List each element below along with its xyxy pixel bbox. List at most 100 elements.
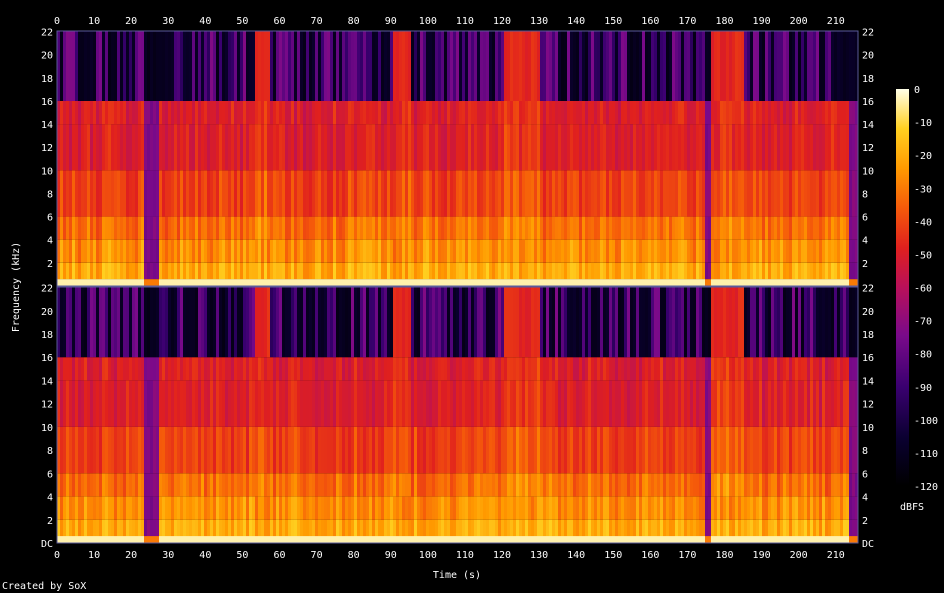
spectrogram-cell	[351, 31, 354, 101]
spectrogram-cell	[270, 31, 273, 101]
spectrogram-cell	[762, 357, 765, 381]
spectrogram-cell	[480, 536, 483, 543]
spectrogram-cell	[171, 287, 174, 358]
spectrogram-cell	[777, 101, 780, 125]
spectrogram-cell	[504, 279, 507, 286]
spectrogram-cell	[483, 519, 486, 537]
spectrogram-cell	[264, 357, 267, 381]
spectrogram-cell	[771, 496, 774, 520]
spectrogram-cell	[87, 426, 90, 474]
spectrogram-cell	[192, 473, 195, 497]
spectrogram-cell	[747, 170, 750, 217]
spectrogram-cell	[183, 380, 186, 427]
spectrogram-cell	[624, 216, 627, 240]
spectrogram-cell	[471, 536, 474, 543]
spectrogram-cell	[135, 124, 138, 171]
spectrogram-cell	[444, 287, 447, 358]
spectrogram-cell	[339, 124, 342, 171]
spectrogram-cell	[309, 101, 312, 125]
spectrogram-cell	[447, 216, 450, 240]
spectrogram-cell	[153, 473, 156, 497]
spectrogram-cell	[411, 519, 414, 537]
spectrogram-cell	[741, 216, 744, 240]
spectrogram-cell	[549, 262, 552, 280]
x-tick-label-top: 70	[311, 16, 323, 27]
spectrogram-cell	[78, 357, 81, 381]
spectrogram-cell	[504, 473, 507, 497]
spectrogram-cell	[693, 496, 696, 520]
spectrogram-cell	[645, 31, 648, 101]
spectrogram-cell	[360, 536, 363, 543]
spectrogram-cell	[162, 519, 165, 537]
spectrogram-cell	[771, 101, 774, 125]
spectrogram-cell	[72, 216, 75, 240]
spectrogram-cell	[771, 357, 774, 381]
spectrogram-cell	[660, 473, 663, 497]
spectrogram-cell	[789, 473, 792, 497]
spectrogram-cell	[444, 519, 447, 537]
spectrogram-cell	[627, 426, 630, 474]
spectrogram-cell	[510, 279, 513, 286]
spectrogram-cell	[219, 279, 222, 286]
spectrogram-cell	[141, 239, 144, 263]
spectrogram-cell	[741, 124, 744, 171]
y-tick-label-right: 18	[862, 330, 874, 341]
spectrogram-cell	[786, 124, 789, 171]
spectrogram-cell	[288, 124, 291, 171]
spectrogram-cell	[375, 426, 378, 474]
spectrogram-cell	[111, 101, 114, 125]
spectrogram-cell	[375, 279, 378, 286]
spectrogram-cell	[93, 170, 96, 217]
spectrogram-cell	[363, 496, 366, 520]
spectrogram-cell	[462, 426, 465, 474]
spectrogram-cell	[192, 287, 195, 358]
spectrogram-cell	[783, 519, 786, 537]
spectrogram-cell	[552, 31, 555, 101]
spectrogram-cell	[282, 287, 285, 358]
spectrogram-cell	[147, 287, 150, 358]
spectrogram-cell	[597, 170, 600, 217]
plot-frame-top	[56, 30, 859, 287]
spectrogram-cell	[288, 496, 291, 520]
spectrogram-cell	[519, 262, 522, 280]
spectrogram-cell	[63, 170, 66, 217]
spectrogram-cell	[549, 357, 552, 381]
spectrogram-cell	[789, 216, 792, 240]
spectrogram-cell	[261, 101, 264, 125]
spectrogram-cell	[675, 380, 678, 427]
spectrogram-cell	[432, 357, 435, 381]
spectrogram-cell	[537, 101, 540, 125]
spectrogram-cell	[561, 101, 564, 125]
spectrogram-cell	[60, 262, 63, 280]
spectrogram-cell	[171, 279, 174, 286]
spectrogram-cell	[333, 124, 336, 171]
spectrogram-cell	[456, 519, 459, 537]
spectrogram-cell	[762, 536, 765, 543]
spectrogram-cell	[360, 519, 363, 537]
spectrogram-cell	[300, 380, 303, 427]
spectrogram-cell	[99, 380, 102, 427]
spectrogram-cell	[297, 473, 300, 497]
spectrogram-cell	[699, 216, 702, 240]
spectrogram-cell	[261, 31, 264, 101]
spectrogram-cell	[465, 357, 468, 381]
spectrogram-cell	[495, 519, 498, 537]
spectrogram-cell	[255, 473, 258, 497]
spectrogram-cell	[408, 519, 411, 537]
spectrogram-cell	[174, 216, 177, 240]
spectrogram-cell	[300, 426, 303, 474]
spectrogram-cell	[291, 239, 294, 263]
spectrogram-cell	[174, 496, 177, 520]
spectrogram-cell	[129, 101, 132, 125]
spectrogram-cell	[837, 101, 840, 125]
spectrogram-cell	[759, 287, 762, 358]
spectrogram-cell	[231, 473, 234, 497]
spectrogram-cell	[216, 239, 219, 263]
spectrogram-cell	[543, 170, 546, 217]
spectrogram-cell	[267, 101, 270, 125]
spectrogram-cell	[660, 426, 663, 474]
spectrogram-cell	[444, 473, 447, 497]
spectrogram-cell	[348, 380, 351, 427]
spectrogram-cell	[690, 279, 693, 286]
spectrogram-cell	[513, 170, 516, 217]
